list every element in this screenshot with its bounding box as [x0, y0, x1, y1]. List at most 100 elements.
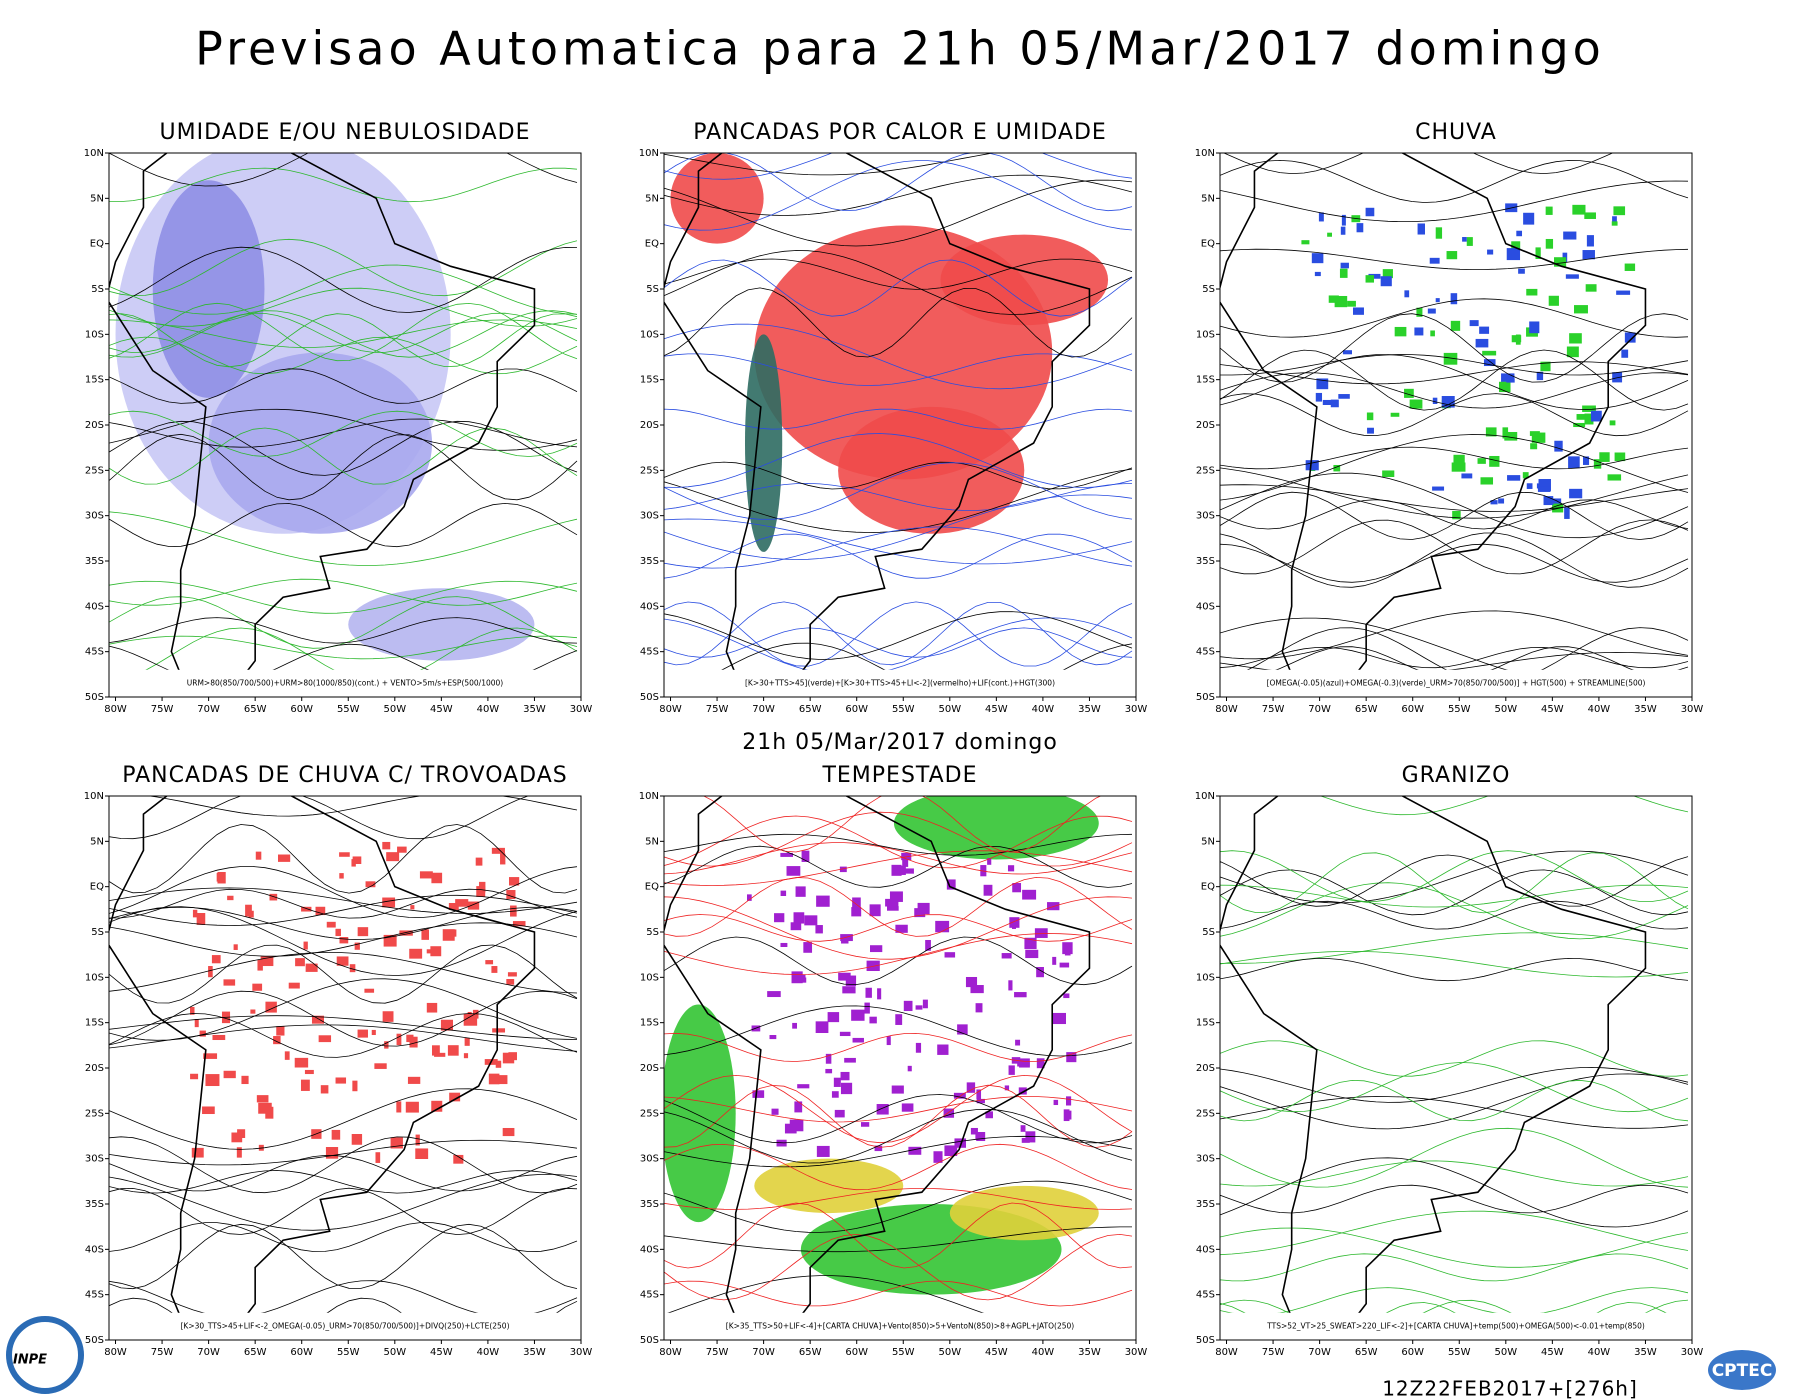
- contour-line: [664, 494, 1133, 560]
- shaded-cell: [842, 986, 856, 994]
- shaded-cell: [194, 1019, 199, 1028]
- shaded-cell: [1563, 231, 1577, 240]
- lon-label: 65W: [1355, 704, 1378, 715]
- shaded-cell: [1053, 1099, 1059, 1106]
- contour-line: [1220, 1127, 1689, 1188]
- shaded-cell: [1333, 464, 1341, 472]
- contour-line: [664, 1280, 1133, 1307]
- shaded-cell: [902, 857, 909, 867]
- shaded-cell: [1015, 1039, 1021, 1046]
- shaded-area: [838, 406, 1025, 534]
- lon-label: 55W: [337, 704, 360, 715]
- shaded-cell: [475, 857, 483, 866]
- shaded-cell: [1322, 399, 1332, 405]
- shaded-cell: [1020, 1125, 1026, 1132]
- shaded-cell: [485, 960, 494, 965]
- shaded-cell: [339, 873, 344, 879]
- shaded-cell: [767, 991, 781, 998]
- map-panel: PANCADAS POR CALOR E UMIDADE [K>30+TTS>45…: [639, 120, 1148, 715]
- shaded-cell: [1025, 1131, 1036, 1143]
- logo-text: CPTEC: [1712, 1361, 1773, 1381]
- shaded-cell: [1469, 320, 1479, 327]
- lat-label: 40S: [85, 1244, 104, 1255]
- shaded-cell: [885, 898, 899, 907]
- shaded-cell: [382, 897, 396, 908]
- shaded-cell: [893, 865, 906, 875]
- shaded-cell: [1327, 232, 1332, 237]
- contour-line: [1220, 852, 1689, 914]
- shaded-cell: [1475, 338, 1489, 348]
- contour-line: [109, 1088, 578, 1150]
- shaded-cell: [390, 1137, 403, 1149]
- lat-label: 35S: [85, 1199, 104, 1210]
- map-panel: GRANIZO TTS>52_VT>25_SWEAT>220_LIF<-2]+[C…: [1195, 763, 1704, 1358]
- lon-label: 60W: [1401, 704, 1424, 715]
- contour-line: [109, 246, 578, 313]
- shaded-cell: [305, 963, 318, 972]
- shaded-cell: [1529, 321, 1540, 334]
- shaded-cell: [1611, 221, 1618, 226]
- contour-line: [109, 1139, 578, 1166]
- lat-label: 40S: [640, 601, 659, 612]
- shaded-cell: [1498, 381, 1511, 393]
- shaded-cell: [840, 1071, 850, 1081]
- caption-strip: [1220, 669, 1692, 697]
- shaded-cell: [352, 856, 362, 864]
- lon-label: 60W: [1401, 1347, 1424, 1358]
- contour-line: [1220, 1227, 1689, 1268]
- shaded-cell: [273, 1036, 281, 1045]
- shaded-cell: [895, 924, 908, 933]
- lon-label: 40W: [1588, 1347, 1611, 1358]
- shaded-cell: [383, 934, 397, 947]
- caption-strip: [109, 1312, 581, 1340]
- shaded-cell: [908, 1146, 922, 1155]
- caption-strip: [109, 669, 581, 697]
- shaded-cell: [265, 1001, 277, 1013]
- lon-label: 40W: [1032, 704, 1055, 715]
- shaded-cell: [365, 881, 376, 888]
- contour-line: [664, 259, 1133, 317]
- contour-line: [1220, 646, 1689, 669]
- contour-line: [664, 287, 1133, 358]
- shaded-cell: [1340, 226, 1346, 235]
- shaded-cell: [852, 1037, 864, 1043]
- contour-line: [1220, 1157, 1689, 1228]
- shaded-cell: [440, 1019, 454, 1031]
- shaded-cell: [212, 1034, 226, 1041]
- shaded-cell: [1432, 397, 1438, 404]
- shaded-cell: [488, 1073, 500, 1085]
- shaded-cell: [1480, 477, 1494, 485]
- shaded-cell: [448, 903, 459, 911]
- shaded-cell: [937, 1044, 949, 1055]
- shaded-cell: [1432, 486, 1445, 491]
- lon-label: 50W: [1494, 1347, 1517, 1358]
- shaded-cell: [1052, 956, 1057, 965]
- lon-label: 55W: [337, 1347, 360, 1358]
- shaded-cell: [1443, 352, 1458, 365]
- lat-label: EQ: [1201, 882, 1215, 893]
- lat-label: 10S: [640, 972, 659, 983]
- shaded-cell: [1036, 966, 1044, 978]
- lat-label: 5N: [90, 193, 104, 204]
- shaded-cell: [502, 1127, 515, 1137]
- shaded-cell: [509, 877, 520, 886]
- map-content: [K>35_TTS>50+LIF<-4]+[CARTA CHUVA]+Vento…: [664, 796, 1136, 1340]
- shaded-cell: [985, 1111, 993, 1119]
- shaded-cell: [1501, 373, 1515, 382]
- logo-shape: [1708, 1350, 1776, 1390]
- shaded-cell: [1568, 456, 1580, 469]
- contour-line: [664, 627, 1133, 658]
- shaded-cell: [784, 1123, 797, 1134]
- contour-line: [109, 310, 578, 358]
- shaded-cell: [406, 1034, 414, 1043]
- contour-line: [1220, 484, 1689, 512]
- shaded-cell: [954, 1138, 967, 1148]
- shaded-area: [670, 153, 764, 244]
- lat-label: 15S: [85, 1018, 104, 1029]
- contour-line: [1220, 900, 1689, 930]
- contour-line: [664, 353, 1133, 386]
- shaded-cell: [1462, 237, 1467, 242]
- lon-label: 60W: [845, 1347, 868, 1358]
- shaded-cell: [1062, 942, 1073, 955]
- shaded-cell: [1529, 431, 1540, 436]
